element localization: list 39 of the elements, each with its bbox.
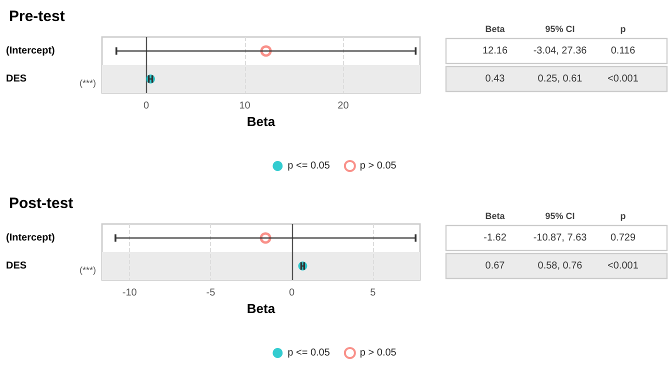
text: <0.001 <box>608 260 639 272</box>
chart-title: Post-test <box>9 195 74 212</box>
x-tick-label: -10 <box>122 288 138 298</box>
legend-label: p > 0.05 <box>360 348 397 358</box>
text: 0.116 <box>610 46 636 56</box>
x-tick-label: 5 <box>370 288 376 298</box>
text: 0.43 <box>485 74 506 84</box>
x-tick-label: 0 <box>144 100 150 112</box>
text: 0.729 <box>610 232 636 244</box>
x-axis-title: Beta <box>246 114 276 129</box>
text: 95% CI <box>545 211 575 221</box>
text: 0.58, 0.76 <box>538 260 583 272</box>
y-tick-label: DES <box>6 260 27 272</box>
text: (***) <box>79 265 96 275</box>
text: Beta <box>485 24 506 34</box>
text: -10.87, 7.63 <box>533 232 588 244</box>
text: 95% CI <box>545 24 575 34</box>
x-axis-title: Beta <box>246 301 276 316</box>
x-tick-label: 20 <box>338 100 350 112</box>
text: -3.04, 27.36 <box>533 46 588 56</box>
y-tick-label: (Intercept) <box>6 232 55 244</box>
legend-label: p > 0.05 <box>360 160 397 172</box>
text: 12.16 <box>482 46 508 56</box>
x-tick-label: -5 <box>206 288 216 298</box>
y-tick-label: (Intercept) <box>6 46 55 56</box>
x-tick-label: 10 <box>239 100 251 112</box>
legend-label: p <= 0.05 <box>288 348 330 358</box>
text: <0.001 <box>608 74 639 84</box>
text: p <box>620 211 626 221</box>
legend-label: p <= 0.05 <box>288 160 330 172</box>
y-tick-label: DES <box>6 74 27 84</box>
x-tick-label: 0 <box>289 288 296 298</box>
text: 0.25, 0.61 <box>538 74 583 84</box>
text: p <box>620 24 626 34</box>
chart-title: Pre-test <box>9 8 65 25</box>
text: -1.62 <box>484 232 507 244</box>
text: Beta <box>485 211 506 221</box>
text: 0.67 <box>485 260 506 272</box>
text: (***) <box>79 78 96 88</box>
